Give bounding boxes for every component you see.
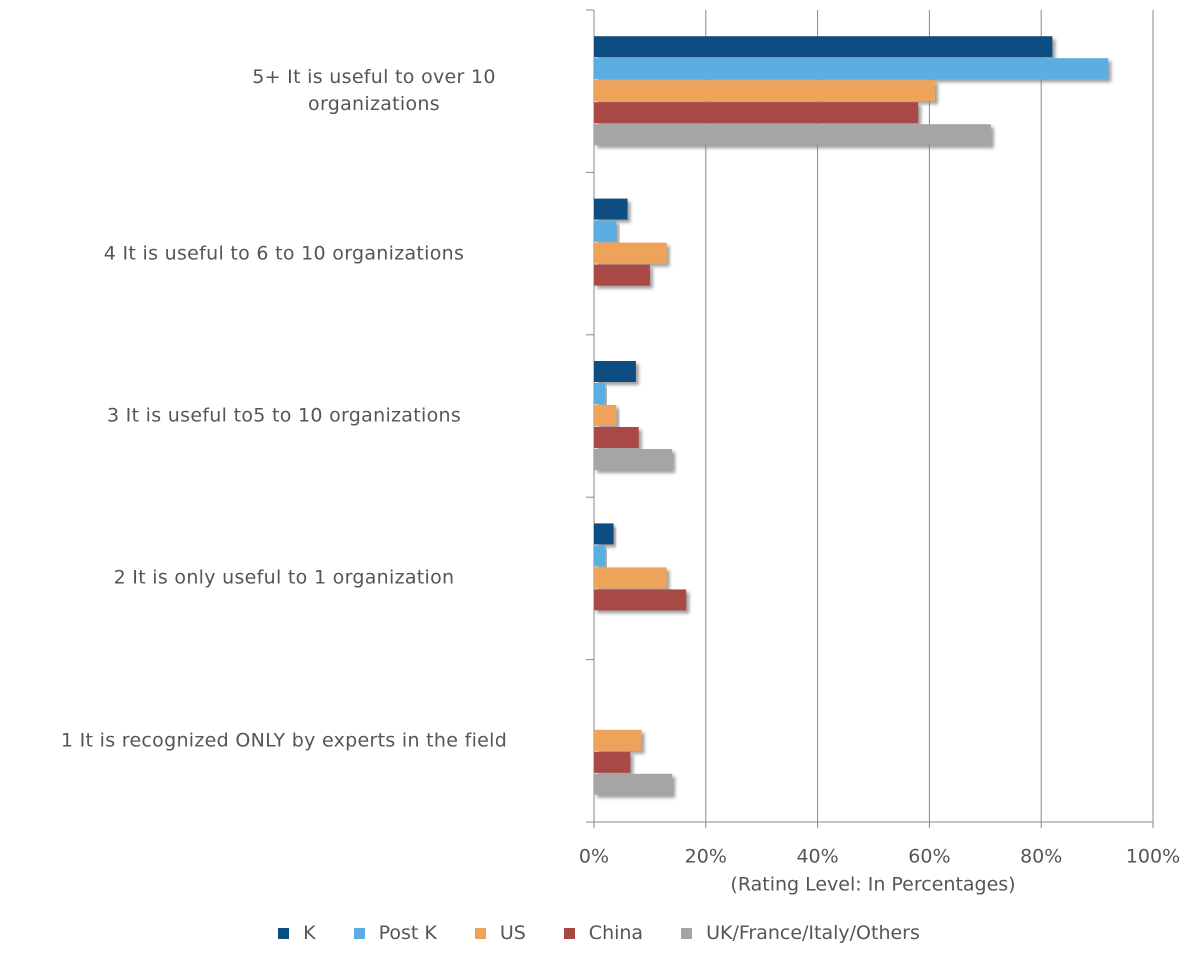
x-tick-label: 20% — [685, 846, 727, 868]
legend: K Post K US China UK/France/Italy/Others — [0, 922, 1198, 944]
legend-label: US — [499, 922, 526, 944]
legend-label: China — [588, 922, 644, 944]
legend-label: UK/France/Italy/Others — [706, 922, 920, 944]
legend-item: K — [278, 922, 316, 944]
y-tick-label: 2 It is only useful to 1 organization — [113, 566, 455, 589]
bar — [594, 383, 606, 404]
bar — [594, 124, 991, 146]
bar — [594, 773, 673, 795]
legend-swatch — [474, 927, 486, 939]
bar — [594, 36, 1053, 58]
bar — [594, 567, 667, 589]
bar — [594, 427, 639, 448]
legend-swatch — [278, 927, 290, 939]
bar — [594, 589, 687, 611]
x-tick-label: 100% — [1126, 846, 1180, 868]
x-tick-label: 80% — [1020, 846, 1062, 868]
legend-swatch — [681, 927, 693, 939]
x-tick-label: 60% — [908, 846, 950, 868]
legend-label: K — [303, 922, 316, 944]
y-tick-label: 3 It is useful to5 to 10 organizations — [106, 404, 462, 427]
x-tick-label: 40% — [796, 846, 838, 868]
y-tick-label: 1 It is recognized ONLY by experts in th… — [60, 729, 508, 752]
legend-swatch — [563, 927, 575, 939]
x-axis-title: (Rating Level: In Percentages) — [730, 874, 1015, 896]
legend-label: Post K — [378, 922, 437, 944]
bar — [594, 242, 667, 264]
bar — [594, 58, 1109, 80]
bar — [594, 751, 631, 773]
bar — [594, 405, 617, 426]
x-tick-label: 0% — [579, 846, 609, 868]
legend-item: China — [563, 922, 644, 944]
bar — [594, 523, 614, 545]
y-tick-label: 4 It is useful to 6 to 10 organizations — [103, 242, 465, 265]
bar — [594, 80, 935, 102]
bar — [594, 361, 636, 382]
y-tick-label: 5+ It is useful to over 10 organizations — [252, 66, 496, 116]
bar — [594, 198, 628, 220]
bar — [594, 264, 650, 286]
bar — [594, 545, 606, 567]
legend-swatch — [353, 927, 365, 939]
bar — [594, 449, 673, 470]
legend-item: UK/France/Italy/Others — [681, 922, 920, 944]
legend-item: Post K — [353, 922, 437, 944]
bar — [594, 102, 919, 124]
legend-item: US — [474, 922, 526, 944]
bar — [594, 729, 642, 751]
bar — [594, 220, 617, 242]
